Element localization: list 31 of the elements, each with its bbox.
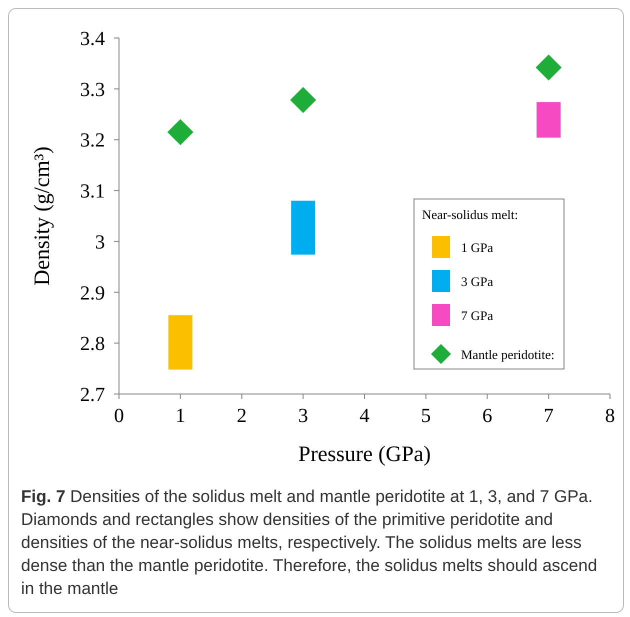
x-tick-label: 8 xyxy=(605,405,615,427)
y-tick-label: 2.7 xyxy=(80,384,105,406)
x-tick-label: 5 xyxy=(420,405,431,427)
y-tick-label: 3 xyxy=(95,231,105,254)
x-tick-label: 4 xyxy=(360,405,370,427)
y-tick-label: 2.8 xyxy=(80,333,105,356)
x-tick-label: 2 xyxy=(236,405,247,427)
y-tick-label: 2.9 xyxy=(80,282,105,304)
caption: Fig. 7 Densities of the solidus melt and mantle peridotite at 1, 3, and 7 GPa. Diamonds and rectangles show densities of the primitive peridotite and densities of the near-solidus melts, respectively. The solidus melts are less dense than the mantle peridotite. Therefore, the solidus melts should ascend in the mantle xyxy=(21,486,598,600)
x-axis-title: Pressure (GPa) xyxy=(298,441,431,466)
x-tick-label: 1 xyxy=(175,405,186,427)
x-tick-label: 6 xyxy=(482,405,492,427)
legend-label: 7 GPa xyxy=(461,308,494,323)
point xyxy=(167,119,194,146)
x-tick-label: 7 xyxy=(544,405,554,427)
bar xyxy=(536,102,561,138)
legend-title: Near-solidus melt: xyxy=(422,207,518,222)
point xyxy=(536,54,562,80)
y-tick-label: 3.4 xyxy=(80,28,105,50)
y-tick-label: 3.1 xyxy=(80,180,105,203)
legend-label: 1 GPa xyxy=(461,240,494,255)
y-tick-label: 3.2 xyxy=(80,130,105,152)
y-tick-label: 3.3 xyxy=(80,78,105,101)
bar xyxy=(291,200,316,255)
bar xyxy=(168,315,192,370)
legend-label: Mantle peridotite: xyxy=(461,347,555,362)
x-tick-label: 3 xyxy=(298,405,308,427)
y-axis-title: Density (g/cm³) xyxy=(29,146,54,286)
point xyxy=(290,87,316,114)
x-tick-label: 0 xyxy=(114,405,124,427)
legend-label: 3 GPa xyxy=(461,274,494,289)
